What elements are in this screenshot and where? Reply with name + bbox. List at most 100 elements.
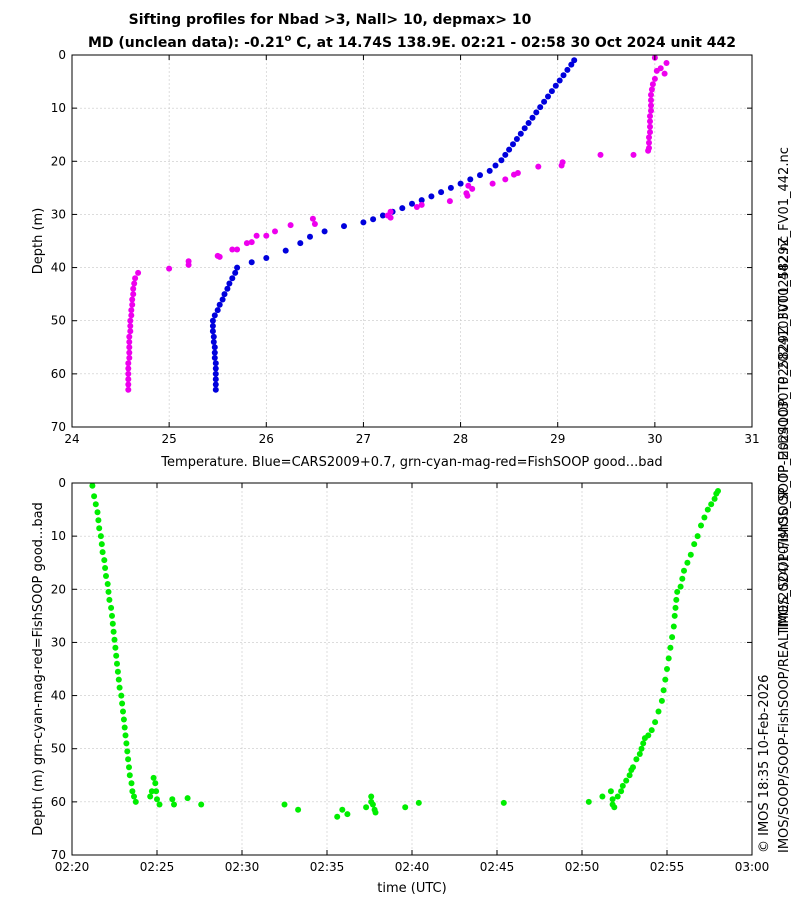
- bottom-point-fishsoop-good: [623, 777, 630, 784]
- title-line-2: MD (unclean data): -0.21o C, at 14.74S 1…: [88, 33, 736, 51]
- bottom-point-fishsoop-good: [500, 799, 507, 806]
- top-x-tick-label: 27: [356, 432, 371, 446]
- top-point-fishsoop-bad: [646, 134, 652, 141]
- top-point-fishsoop-bad: [535, 163, 542, 170]
- bottom-point-fishsoop-good: [97, 533, 104, 540]
- bottom-point-fishsoop-good: [111, 636, 118, 643]
- bottom-point-fishsoop-good: [638, 745, 645, 752]
- top-point-fishsoop-bad: [558, 162, 565, 169]
- top-point-cars2009-0-7: [221, 291, 228, 298]
- top-point-cars2009-0-7: [409, 200, 415, 207]
- bottom-y-tick-label: 0: [58, 476, 66, 490]
- bottom-point-fishsoop-good: [115, 676, 122, 683]
- top-point-cars2009-0-7: [212, 381, 219, 388]
- bottom-point-fishsoop-good: [153, 788, 160, 795]
- bottom-point-fishsoop-good: [372, 809, 379, 816]
- top-point-cars2009-0-7: [211, 344, 218, 351]
- side-copyright: © IMOS 18:35 10-Feb-2026: [757, 675, 772, 853]
- top-point-fishsoop-bad: [125, 365, 132, 372]
- top-point-fishsoop-bad: [649, 81, 656, 88]
- top-point-fishsoop-bad: [130, 291, 137, 298]
- bottom-x-tick-label: 02:40: [395, 860, 430, 874]
- bottom-point-fishsoop-good: [609, 796, 616, 803]
- top-point-fishsoop-bad: [413, 204, 420, 210]
- bottom-point-fishsoop-good: [171, 801, 177, 808]
- top-point-fishsoop-bad: [661, 70, 668, 77]
- top-point-cars2009-0-7: [548, 88, 555, 95]
- bottom-point-fishsoop-good: [295, 806, 302, 813]
- top-y-tick-label: 30: [51, 207, 66, 221]
- top-point-cars2009-0-7: [211, 312, 218, 319]
- top-x-tick-label: 28: [453, 432, 468, 446]
- top-point-cars2009-0-7: [510, 141, 516, 148]
- bottom-point-fishsoop-good: [655, 708, 662, 715]
- bottom-point-fishsoop-good: [281, 801, 288, 808]
- top-point-cars2009-0-7: [212, 386, 219, 393]
- top-point-cars2009-0-7: [533, 109, 540, 116]
- bottom-point-fishsoop-good: [658, 697, 665, 704]
- top-point-cars2009-0-7: [498, 157, 505, 164]
- top-point-fishsoop-bad: [132, 275, 139, 282]
- top-point-cars2009-0-7: [541, 98, 548, 105]
- bottom-point-fishsoop-good: [599, 793, 606, 800]
- bottom-point-fishsoop-good: [108, 604, 115, 611]
- top-point-fishsoop-bad: [129, 296, 136, 303]
- top-x-tick-label: 25: [162, 432, 177, 446]
- bottom-point-fishsoop-good: [119, 700, 126, 707]
- top-y-tick-label: 0: [58, 48, 66, 62]
- top-point-fishsoop-bad: [125, 376, 132, 383]
- top-point-cars2009-0-7: [307, 233, 313, 240]
- top-x-tick-label: 29: [550, 432, 565, 446]
- top-point-fishsoop-bad: [646, 139, 652, 146]
- top-point-fishsoop-bad: [489, 180, 496, 187]
- top-point-fishsoop-bad: [511, 171, 517, 178]
- bottom-point-fishsoop-good: [154, 796, 160, 803]
- top-point-cars2009-0-7: [209, 317, 216, 324]
- top-point-fishsoop-bad: [597, 151, 604, 158]
- bottom-point-fishsoop-good: [120, 708, 126, 715]
- top-point-cars2009-0-7: [226, 280, 233, 287]
- bottom-y-tick-label: 60: [51, 795, 66, 809]
- bottom-point-fishsoop-good: [109, 620, 116, 627]
- top-point-cars2009-0-7: [263, 255, 270, 261]
- top-point-fishsoop-bad: [126, 339, 133, 345]
- bottom-x-tick-label: 02:35: [310, 860, 345, 874]
- bottom-point-fishsoop-good: [633, 756, 640, 763]
- top-point-fishsoop-bad: [418, 201, 425, 208]
- top-point-cars2009-0-7: [525, 120, 532, 126]
- bottom-point-fishsoop-good: [344, 811, 351, 818]
- top-point-fishsoop-bad: [647, 118, 653, 125]
- top-point-fishsoop-bad: [648, 107, 654, 114]
- bottom-point-fishsoop-good: [711, 495, 718, 502]
- bottom-x-tick-label: 03:00: [735, 860, 770, 874]
- top-y-tick-label: 10: [51, 101, 66, 115]
- bottom-point-fishsoop-good: [91, 493, 98, 500]
- bottom-point-fishsoop-good: [369, 801, 376, 808]
- bottom-point-fishsoop-good: [94, 509, 101, 516]
- top-point-cars2009-0-7: [282, 247, 289, 254]
- bottom-point-fishsoop-good: [660, 687, 667, 694]
- top-point-fishsoop-bad: [130, 285, 137, 292]
- top-point-cars2009-0-7: [564, 66, 571, 73]
- bottom-x-tick-label: 02:25: [140, 860, 175, 874]
- top-point-cars2009-0-7: [212, 360, 219, 367]
- bottom-point-fishsoop-good: [645, 732, 652, 739]
- bottom-point-fishsoop-good: [92, 501, 99, 508]
- bottom-point-fishsoop-good: [681, 567, 687, 574]
- bottom-point-fishsoop-good: [585, 798, 592, 805]
- top-point-cars2009-0-7: [232, 269, 239, 276]
- bottom-point-fishsoop-good: [122, 732, 129, 739]
- bottom-point-fishsoop-good: [109, 612, 115, 619]
- top-point-cars2009-0-7: [552, 82, 559, 89]
- bottom-point-fishsoop-good: [118, 692, 125, 699]
- top-point-fishsoop-bad: [287, 222, 294, 229]
- bottom-point-fishsoop-good: [98, 541, 105, 548]
- bottom-point-fishsoop-good: [95, 517, 102, 524]
- top-point-cars2009-0-7: [506, 146, 513, 153]
- top-point-fishsoop-bad: [272, 228, 278, 235]
- top-point-cars2009-0-7: [211, 354, 218, 361]
- bottom-point-fishsoop-good: [698, 522, 704, 529]
- top-point-fishsoop-bad: [263, 232, 270, 239]
- bottom-point-fishsoop-good: [169, 796, 176, 803]
- bottom-point-fishsoop-good: [99, 549, 106, 556]
